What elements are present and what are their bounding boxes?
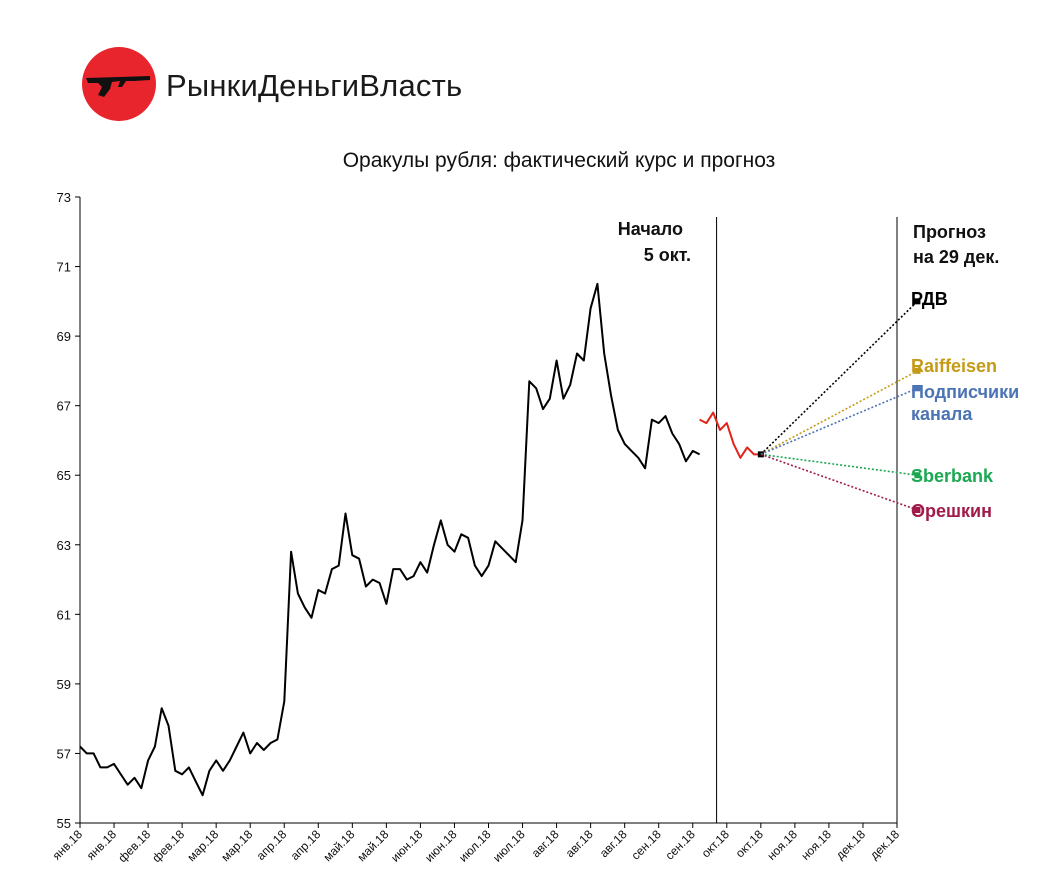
forecast-marker-3 — [914, 472, 921, 479]
x-tick-label: окт.18 — [699, 827, 732, 860]
y-tick-label: 69 — [57, 329, 71, 344]
brand-name: РынкиДеньгиВласть — [166, 68, 463, 103]
x-tick-label: авг.18 — [529, 827, 562, 860]
forecast-marker-2 — [914, 385, 921, 392]
forecast-marker-1 — [914, 367, 921, 374]
x-tick-label: дек.18 — [833, 827, 868, 862]
y-tick-label: 61 — [57, 607, 71, 622]
x-tick-label: мар.18 — [184, 827, 221, 864]
x-tick-label: июл.18 — [490, 827, 528, 865]
x-tick-label: апр.18 — [254, 827, 290, 863]
forecast-marker-0 — [914, 298, 921, 305]
forecast-line-0 — [760, 300, 918, 455]
x-tick-label: фев.18 — [149, 827, 187, 865]
x-tick-label: ноя.18 — [798, 827, 834, 863]
y-tick-label: 65 — [57, 468, 71, 483]
x-tick-label: сен.18 — [663, 827, 699, 863]
x-tick-label: янв.18 — [84, 827, 120, 863]
y-tick-label: 59 — [57, 677, 71, 692]
x-tick-label: дек.18 — [867, 827, 902, 862]
x-tick-label: авг.18 — [597, 827, 630, 860]
y-tick-label: 57 — [57, 746, 71, 761]
forecast-annotation-line2: на 29 дек. — [913, 247, 999, 267]
x-tick-label: окт.18 — [733, 827, 766, 860]
x-tick-label: июл.18 — [456, 827, 494, 865]
x-tick-label: мар.18 — [218, 827, 255, 864]
series-line-1 — [699, 411, 761, 459]
forecast-label-1: Raiffeisen — [911, 356, 997, 376]
x-tick-label: фев.18 — [115, 827, 153, 865]
forecast-label-4: Орешкин — [911, 501, 992, 521]
y-tick-label: 67 — [57, 399, 71, 414]
forecast-line-1 — [760, 370, 918, 456]
forecast-label-2: Подписчики канала — [911, 382, 1019, 424]
rifle-icon — [86, 76, 150, 97]
y-tick-label: 55 — [57, 816, 71, 831]
start-annotation-line1: Начало — [618, 219, 683, 239]
forecast-line-2 — [760, 387, 918, 456]
x-tick-label: май.18 — [320, 827, 357, 864]
forecast-label-3: Sberbank — [911, 466, 994, 486]
x-tick-label: апр.18 — [288, 827, 324, 863]
chart-title: Оракулы рубля: фактический курс и прогно… — [343, 149, 776, 172]
forecast-line-3 — [760, 453, 918, 477]
forecast-annotation-line1: Прогноз — [913, 222, 986, 242]
x-tick-label: сен.18 — [628, 827, 664, 863]
series-line-0 — [79, 282, 701, 797]
x-tick-label: июн.18 — [422, 827, 460, 865]
x-tick-label: ноя.18 — [764, 827, 800, 863]
brand-logo — [82, 47, 156, 121]
forecast-marker-4 — [914, 507, 921, 513]
x-tick-label: май.18 — [355, 827, 392, 864]
y-tick-label: 63 — [57, 538, 71, 553]
x-tick-label: авг.18 — [563, 827, 596, 860]
y-tick-label: 73 — [57, 190, 71, 205]
forecast-label-0: РДВ — [911, 289, 948, 309]
forecast-line-4 — [760, 453, 918, 511]
x-tick-label: июн.18 — [388, 827, 426, 865]
start-annotation-line2: 5 окт. — [644, 245, 691, 265]
y-tick-label: 71 — [57, 260, 71, 275]
x-tick-label: янв.18 — [50, 827, 86, 863]
